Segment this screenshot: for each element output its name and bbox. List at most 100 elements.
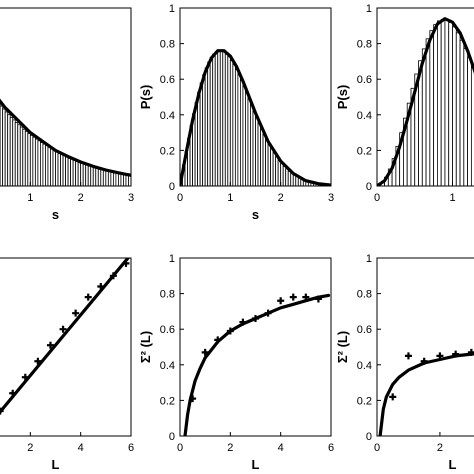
x-tick-label: 6	[328, 442, 334, 454]
y-tick-label: 0.8	[357, 289, 372, 301]
data-point	[264, 309, 272, 317]
y-axis-label: P(s)	[335, 85, 350, 110]
axes-frame	[0, 7, 132, 187]
x-tick-label: 4	[78, 442, 84, 454]
y-tick-label: 0	[366, 431, 372, 443]
histogram-bar	[440, 18, 446, 186]
histogram-bar	[433, 24, 438, 186]
data-point	[214, 336, 222, 344]
x-tick-label: 0	[177, 442, 183, 454]
data-point	[0, 407, 4, 415]
x-tick-label: 3	[328, 192, 334, 204]
y-tick-label: 0.4	[160, 110, 175, 122]
y-axis-label: P(s)	[138, 85, 153, 110]
x-tick-label: 2	[27, 442, 33, 454]
y-tick-label: 0.4	[160, 360, 175, 372]
data-point	[72, 309, 80, 317]
panel-1: 1 2 3 s	[0, 7, 134, 222]
y-tick-label: 0.4	[357, 360, 372, 372]
x-tick-label: 2	[78, 192, 84, 204]
theory-curve	[378, 352, 474, 436]
axes-frame	[0, 257, 132, 437]
axes-frame	[376, 257, 474, 437]
data-point	[21, 373, 29, 381]
axes-frame	[179, 7, 332, 187]
plot-area	[183, 293, 331, 436]
y-tick-label: 0.2	[357, 145, 372, 157]
histogram-bar	[467, 57, 472, 186]
data-point	[289, 293, 297, 301]
data-point	[46, 341, 54, 349]
y-axis-label: Σ² (L)	[138, 331, 153, 363]
histogram-bar	[459, 39, 465, 186]
histogram-bar	[463, 48, 469, 186]
histogram-bar	[455, 32, 461, 186]
plot-area	[0, 98, 131, 186]
x-tick-label: 0	[177, 192, 183, 204]
data-point	[201, 348, 209, 356]
histogram-bar	[425, 38, 431, 186]
data-point	[452, 350, 460, 358]
theory-curve	[180, 49, 331, 186]
theory-curve	[0, 258, 131, 415]
y-tick-label: 1	[169, 253, 175, 265]
y-tick-label: 1	[169, 3, 175, 15]
data-point	[34, 357, 42, 365]
x-tick-label: 2	[437, 442, 443, 454]
x-tick-label: 1	[449, 192, 455, 204]
x-tick-label: 6	[128, 442, 134, 454]
y-tick-label: 0.2	[357, 395, 372, 407]
y-tick-label: 0.8	[160, 39, 175, 51]
data-point	[314, 295, 322, 303]
y-axis-label: Σ² (L)	[335, 331, 350, 363]
plot-area	[0, 258, 131, 415]
y-tick-label: 1	[366, 3, 372, 15]
data-point	[109, 272, 117, 280]
y-tick-label: 0	[169, 181, 175, 193]
x-tick-label: 3	[128, 192, 134, 204]
x-tick-label: 2	[227, 442, 233, 454]
panel-3: 01200.20.40.60.81P(s)	[335, 3, 474, 204]
y-tick-label: 0	[366, 181, 372, 193]
y-tick-label: 0.6	[160, 74, 175, 86]
x-axis-label: s	[52, 207, 59, 222]
y-tick-label: 1	[366, 253, 372, 265]
data-point	[122, 259, 130, 267]
histogram-bar	[421, 48, 427, 186]
x-axis-label: L	[252, 457, 260, 472]
histogram-bar	[448, 22, 453, 186]
data-point	[252, 315, 259, 323]
histogram-bar	[429, 30, 435, 186]
x-axis-label: s	[252, 207, 259, 222]
y-tick-label: 0.2	[160, 395, 175, 407]
data-point	[389, 393, 397, 401]
theory-curve	[183, 293, 331, 436]
data-point	[226, 327, 234, 335]
data-point	[9, 389, 17, 397]
data-point	[436, 352, 444, 360]
data-point	[302, 293, 310, 301]
x-tick-label: 2	[278, 192, 284, 204]
y-tick-label: 0.8	[160, 289, 175, 301]
data-point	[404, 352, 412, 360]
panel-2: 0 1 2 3 0 0.2 0.4 0.6 0.8 1 s P(s)	[138, 3, 334, 222]
panel-5: 0 2 4 6 0 0.2 0.4 0.6 0.8 1 L Σ² (L)	[138, 253, 334, 472]
x-tick-label: 0	[374, 442, 380, 454]
data-point	[189, 395, 197, 403]
data-point	[59, 325, 67, 333]
x-tick-label: 1	[227, 192, 233, 204]
data-point	[239, 318, 247, 326]
x-axis-label: L	[52, 457, 60, 472]
x-axis-label: L	[449, 457, 457, 472]
histogram-bar	[444, 19, 450, 186]
y-tick-label: 0.2	[160, 145, 175, 157]
y-tick-label: 0	[169, 431, 175, 443]
theory-curve	[0, 98, 131, 177]
data-point	[84, 293, 92, 301]
y-tick-label: 0.8	[357, 39, 372, 51]
y-tick-label: 0.6	[357, 324, 372, 336]
x-tick-label: 4	[278, 442, 284, 454]
x-tick-label: 0	[374, 192, 380, 204]
panel-4: 2 4 6 L	[0, 257, 134, 472]
plot-area	[377, 17, 474, 186]
